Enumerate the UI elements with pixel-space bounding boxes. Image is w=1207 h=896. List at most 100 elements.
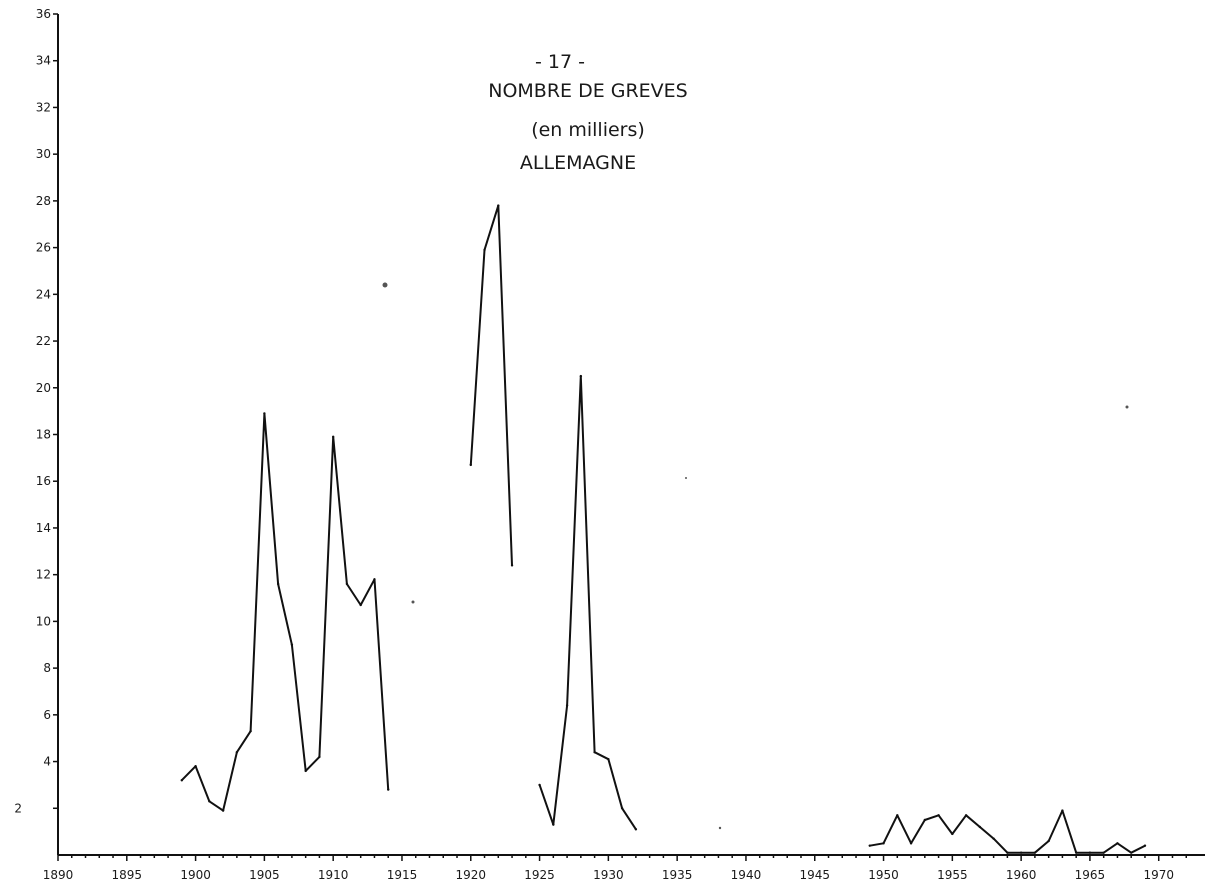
x-tick-label: 1955 — [937, 868, 968, 882]
x-tick-label: 1910 — [318, 868, 349, 882]
series-layer — [180, 204, 1147, 854]
data-point — [263, 412, 266, 415]
data-point — [565, 704, 569, 707]
data-point — [992, 837, 995, 840]
data-point — [593, 751, 596, 754]
data-point — [235, 751, 239, 754]
data-point — [318, 755, 321, 759]
data-point — [607, 758, 610, 761]
data-point — [483, 248, 486, 252]
x-tick-label: 1930 — [593, 868, 624, 882]
data-point — [469, 463, 472, 467]
data-point — [896, 814, 899, 817]
data-point — [978, 825, 982, 829]
series-line-segment — [868, 809, 1146, 854]
data-point — [1061, 809, 1064, 812]
title-line-1: NOMBRE DE GREVES — [488, 80, 688, 102]
data-point — [1143, 844, 1147, 847]
data-point — [1116, 842, 1119, 845]
scan-speck — [718, 826, 722, 830]
scan-speck — [382, 282, 388, 288]
x-tick-label: 1915 — [387, 868, 418, 882]
data-point — [1088, 851, 1092, 854]
x-tick-label: 1900 — [180, 868, 211, 882]
y-tick-label: 8 — [43, 661, 51, 675]
data-point — [1130, 851, 1133, 854]
data-point — [909, 842, 913, 845]
data-point — [373, 578, 376, 581]
y-tick-label: 30 — [36, 147, 51, 161]
scan-speck — [1125, 405, 1129, 409]
y-tick-label: 26 — [36, 241, 51, 255]
y-tick-label: 14 — [36, 521, 51, 535]
x-tick-label: 1960 — [1006, 868, 1037, 882]
data-point — [331, 435, 335, 439]
data-point — [868, 844, 871, 847]
x-tick-label: 1940 — [731, 868, 762, 882]
data-point — [249, 729, 252, 733]
y-tick-label: 20 — [36, 381, 51, 395]
y-tick-label: 34 — [36, 54, 51, 68]
y-tick-label: 32 — [36, 100, 51, 114]
scan-specks — [382, 282, 1129, 830]
data-point — [579, 374, 583, 378]
y-tick-label: 22 — [36, 334, 51, 348]
data-point — [497, 204, 500, 207]
y-tick-label: 6 — [43, 708, 51, 722]
data-point — [1019, 851, 1023, 854]
data-point — [923, 818, 927, 822]
data-point — [538, 783, 541, 787]
x-tick-label: 1970 — [1143, 868, 1174, 882]
data-point — [387, 788, 390, 791]
data-point — [194, 765, 197, 768]
data-point — [634, 828, 638, 831]
data-point — [359, 603, 362, 607]
data-point — [937, 814, 940, 817]
data-point — [276, 582, 280, 586]
data-point — [552, 823, 555, 826]
series-line-segment — [469, 204, 513, 567]
y-tick-label: 28 — [36, 194, 51, 208]
data-point — [345, 582, 349, 586]
data-point — [1074, 851, 1078, 854]
series-line-segment — [538, 375, 637, 831]
y-tick-label: 18 — [36, 428, 51, 442]
series-line-segment — [180, 412, 390, 812]
title-line-3: ALLEMAGNE — [520, 152, 636, 174]
data-point — [1047, 839, 1050, 843]
data-point — [510, 564, 514, 567]
x-tick-label: 1965 — [1075, 868, 1106, 882]
data-point — [964, 814, 968, 817]
data-point — [221, 809, 225, 812]
y-tick-label: 16 — [36, 474, 51, 488]
x-tick-label: 1895 — [112, 868, 143, 882]
data-point — [1102, 851, 1105, 854]
x-tick-label: 1950 — [868, 868, 899, 882]
y-tick-label: 12 — [36, 568, 51, 582]
y-tick-label: 24 — [36, 287, 51, 301]
title-page-number: - 17 - — [535, 51, 585, 73]
y-tick-label: 36 — [36, 7, 51, 21]
chart-title: - 17 - NOMBRE DE GREVES (en milliers) AL… — [488, 51, 688, 174]
title-line-2: (en milliers) — [531, 119, 645, 141]
data-point — [290, 643, 294, 646]
data-point — [1006, 851, 1009, 854]
data-point — [180, 779, 184, 782]
data-point — [882, 842, 885, 845]
x-tick-label: 1935 — [662, 868, 693, 882]
data-point — [951, 832, 954, 836]
data-point — [620, 807, 624, 810]
x-tick-label: 1905 — [249, 868, 280, 882]
data-point — [1033, 851, 1037, 854]
scan-speck — [411, 600, 415, 604]
x-tick-label: 1925 — [524, 868, 555, 882]
data-point — [304, 769, 307, 773]
x-tick-label: 1920 — [455, 868, 486, 882]
y-tick-label: 2 — [14, 801, 22, 815]
x-tick-label: 1890 — [43, 868, 74, 882]
data-point — [208, 800, 211, 803]
scan-speck — [685, 477, 687, 479]
y-tick-label: 10 — [36, 614, 51, 628]
